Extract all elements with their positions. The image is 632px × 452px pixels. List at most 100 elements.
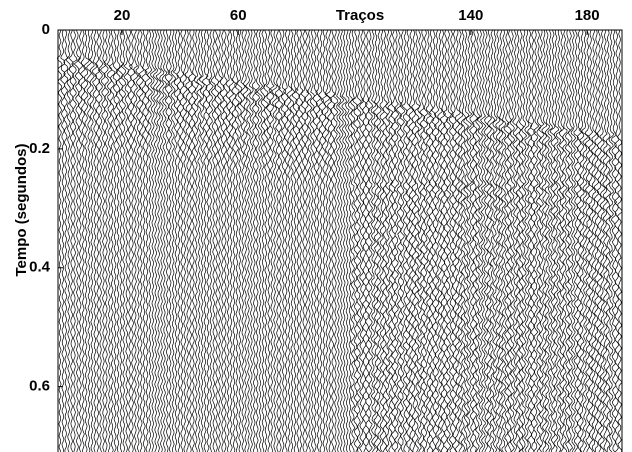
y-tick-label: 0.6 [29, 378, 50, 395]
trace-wiggle [294, 29, 301, 452]
trace-wiggle [527, 29, 533, 452]
trace-wiggle [594, 29, 600, 452]
trace-wiggle [260, 29, 266, 452]
trace-wiggle [544, 29, 551, 452]
trace-wiggle [590, 29, 598, 452]
trace-wiggle [500, 29, 507, 452]
trace-wiggle [437, 29, 444, 452]
trace-wiggle [555, 29, 562, 452]
trace-wiggle [605, 29, 612, 452]
trace-wiggle [578, 29, 585, 452]
trace-wiggle [79, 29, 87, 452]
y-tick-label: 0.4 [29, 259, 51, 276]
trace-wiggle [205, 29, 211, 452]
trace-wiggle [395, 29, 403, 452]
trace-wiggle [286, 29, 293, 452]
trace-wiggle [372, 29, 379, 452]
trace-wiggle [164, 29, 171, 452]
trace-wiggle [152, 29, 159, 452]
trace-wiggle [506, 29, 513, 452]
trace-wiggle [106, 29, 113, 452]
trace-wiggle [401, 29, 408, 452]
trace-wiggle [492, 29, 498, 452]
trace-wiggle [77, 30, 84, 452]
trace-wiggle [350, 29, 356, 452]
trace-wiggle [176, 29, 182, 452]
trace-wiggle [256, 29, 264, 452]
trace-wiggle [144, 29, 151, 452]
x-tick-label: 20 [114, 7, 131, 24]
trace-wiggle [433, 29, 440, 452]
trace-wiggle [428, 29, 435, 452]
trace-wiggle [442, 29, 449, 452]
trace-wiggle [558, 29, 565, 452]
trace-wiggle [480, 29, 487, 452]
trace-wiggle [120, 29, 127, 452]
trace-wiggle [234, 29, 240, 452]
trace-wiggle [68, 29, 75, 452]
trace-wiggle [170, 29, 176, 452]
trace-wiggle [393, 29, 400, 452]
trace-wiggle [332, 29, 339, 452]
trace-wiggle [320, 29, 327, 452]
trace-wiggle [419, 29, 426, 452]
trace-wiggle [97, 29, 104, 452]
trace-wiggle [213, 29, 220, 452]
trace-wiggle [187, 29, 194, 452]
trace-wiggle [315, 29, 322, 452]
trace-wiggle [88, 29, 95, 452]
trace-wiggle [251, 29, 258, 452]
trace-wiggle [167, 29, 173, 452]
trace-wiggle [463, 29, 469, 452]
trace-wiggle [602, 29, 608, 452]
trace-wiggle [60, 29, 66, 452]
trace-wiggle [338, 29, 345, 452]
trace-wiggle [515, 29, 522, 452]
trace-wiggle [567, 29, 574, 452]
trace-wiggle [86, 29, 93, 452]
trace-wiggle [117, 29, 125, 452]
trace-wiggle [375, 29, 382, 452]
trace-wiggle [581, 29, 588, 452]
trace-wiggle [364, 29, 371, 452]
seismic-traces [56, 29, 623, 452]
trace-wiggle [329, 29, 337, 452]
trace-wiggle [83, 29, 90, 452]
trace-wiggle [425, 29, 432, 452]
trace-wiggle [445, 29, 452, 452]
trace-wiggle [503, 29, 510, 452]
trace-wiggle [370, 30, 377, 452]
trace-wiggle [123, 29, 130, 452]
trace-wiggle [367, 30, 374, 452]
trace-wiggle [280, 29, 287, 452]
trace-wiggle [283, 29, 289, 452]
x-tick-label: 140 [458, 7, 483, 24]
trace-wiggle [236, 29, 243, 452]
trace-wiggle [547, 29, 554, 452]
trace-wiggle [344, 29, 350, 452]
trace-wiggle [309, 29, 316, 452]
trace-wiggle [190, 29, 197, 452]
trace-wiggle [56, 29, 63, 452]
trace-wiggle [133, 29, 139, 452]
trace-wiggle [532, 29, 540, 452]
trace-wiggle [474, 29, 481, 452]
trace-wiggle [608, 29, 615, 452]
trace-wiggle [219, 29, 225, 452]
trace-wiggle [263, 29, 269, 452]
trace-wiggle [561, 29, 568, 452]
trace-wiggle [271, 29, 278, 452]
trace-wiggle [552, 29, 560, 452]
trace-wiggle [161, 29, 167, 452]
trace-wiggle [155, 29, 162, 452]
trace-wiggle [297, 29, 304, 452]
trace-wiggle [610, 30, 618, 452]
trace-wiggle [529, 29, 537, 452]
trace-wiggle [245, 29, 252, 452]
trace-wiggle [488, 29, 496, 452]
trace-wiggle [201, 29, 209, 452]
trace-wiggle [268, 29, 275, 452]
trace-wiggle [179, 29, 185, 452]
trace-wiggle [352, 29, 359, 452]
